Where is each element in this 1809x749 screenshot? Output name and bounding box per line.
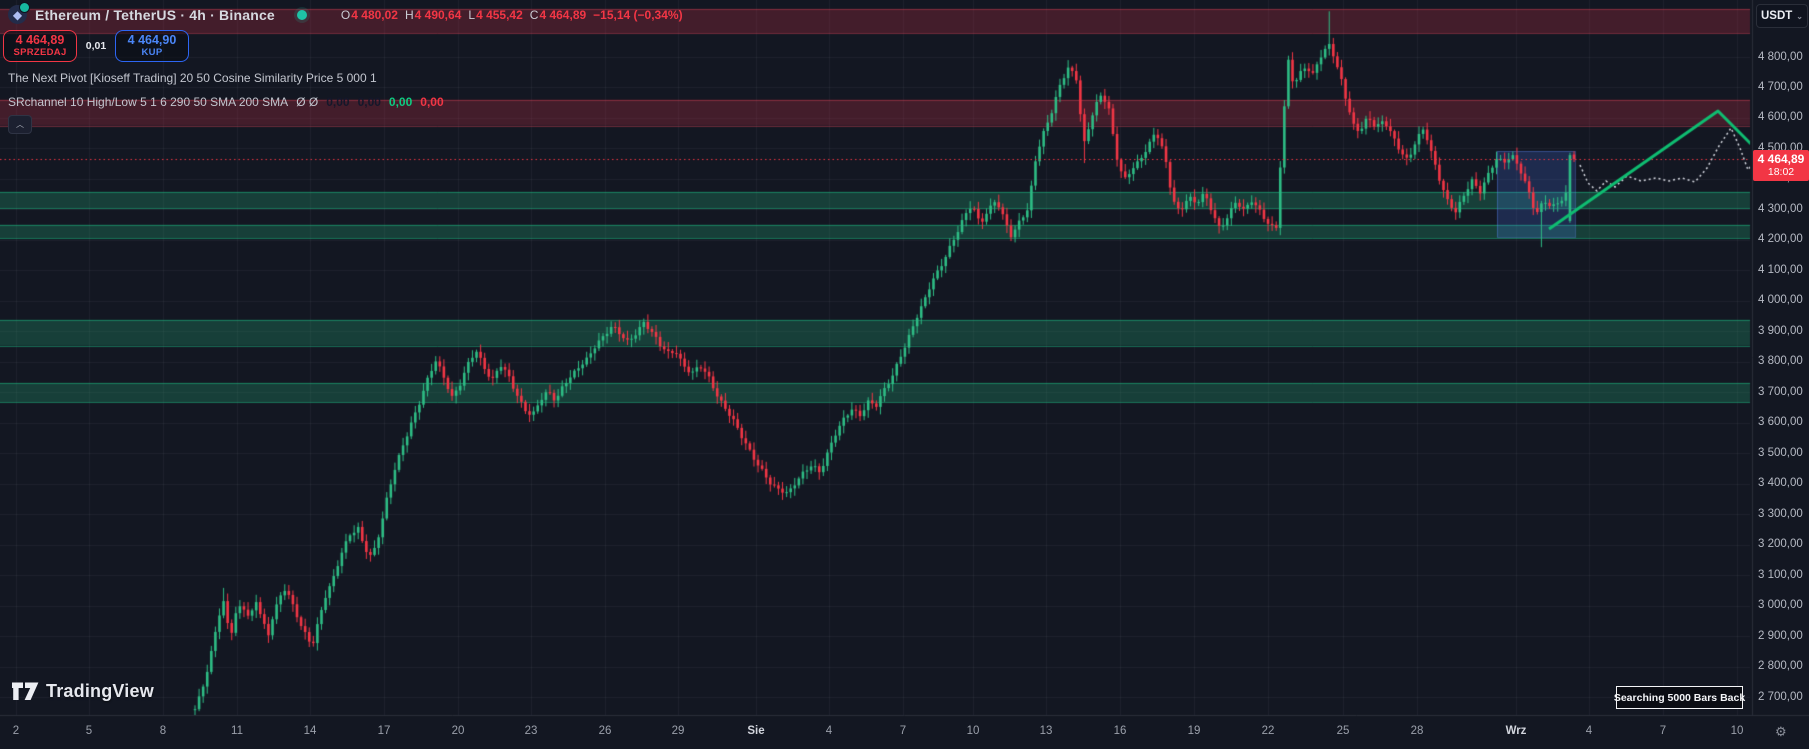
time-tick-label: 2 (12, 725, 20, 737)
price-tick-label: 4 000,00 (1758, 294, 1803, 307)
low-value: 4 455,42 (476, 7, 523, 22)
time-tick-label: 11 (231, 725, 243, 737)
srchannel-value: 0,00 (326, 95, 350, 109)
ohlc-readout: O4 480,02 H4 490,64 L4 455,42 C4 464,89 … (341, 8, 683, 22)
indicator-row-srchannel[interactable]: SRchannel 10 High/Low 5 1 6 290 50 SMA 2… (8, 95, 444, 109)
price-tick-label: 3 300,00 (1758, 507, 1803, 520)
price-tick-label: 4 200,00 (1758, 233, 1803, 246)
current-price-value: 4 464,89 (1757, 151, 1805, 166)
price-tick-label: 3 000,00 (1758, 599, 1803, 612)
indicator-row-next-pivot[interactable]: The Next Pivot [Kioseff Trading] 20 50 C… (8, 71, 377, 85)
change-value: −15,14 (−0,34%) (593, 7, 683, 22)
time-tick-label: 20 (451, 725, 465, 737)
time-tick-label: 4 (825, 725, 833, 737)
open-label: O (340, 7, 351, 22)
srchannel-values: 0,00 0,00 0,00 0,00 (326, 95, 443, 109)
spread-value: 0,01 (85, 40, 107, 52)
time-tick-label: Sie (747, 725, 765, 737)
high-label: H (404, 7, 414, 22)
buy-button[interactable]: 4 464,90 KUP (115, 30, 189, 62)
time-tick-label: 10 (1730, 725, 1744, 737)
low-label: L (468, 7, 476, 22)
price-tick-label: 3 700,00 (1758, 385, 1803, 398)
srchannel-value: 0,00 (420, 95, 444, 109)
buy-price: 4 464,90 (127, 33, 177, 48)
tradingview-logo[interactable]: TradingView (12, 681, 154, 702)
price-tick-label: 3 100,00 (1758, 568, 1803, 581)
buy-label: KUP (141, 46, 163, 58)
ethereum-icon: ◆ (8, 2, 30, 24)
tradingview-glyph-icon (12, 682, 39, 700)
time-tick-label: 29 (671, 725, 685, 737)
time-tick-label: 19 (1187, 725, 1201, 737)
srchannel-glyphs: Ø Ø (296, 95, 319, 109)
chevron-down-icon: ⌄ (1796, 11, 1803, 21)
price-tick-label: 3 600,00 (1758, 416, 1803, 429)
time-tick-label: 8 (159, 725, 167, 737)
price-tick-label: 3 500,00 (1758, 446, 1803, 459)
current-price-flag: 4 464,89 18:02 (1753, 150, 1809, 181)
price-tick-label: 3 200,00 (1758, 538, 1803, 551)
time-tick-label: 23 (524, 725, 538, 737)
exchange-badge-icon (19, 2, 30, 13)
eth-glyph: ◆ (12, 7, 23, 22)
time-tick-label: 14 (303, 725, 317, 737)
price-tick-label: 3 400,00 (1758, 477, 1803, 490)
currency-toggle-button[interactable]: USDT ⌄ (1756, 4, 1808, 28)
time-tick-label: 22 (1261, 725, 1275, 737)
price-tick-label: 3 900,00 (1758, 324, 1803, 337)
price-tick-label: 2 800,00 (1758, 660, 1803, 673)
sell-price: 4 464,89 (15, 33, 65, 48)
price-tick-label: 4 800,00 (1758, 50, 1803, 63)
close-value: 4 464,89 (539, 7, 587, 22)
time-tick-label: 16 (1113, 725, 1127, 737)
price-tick-label: 2 700,00 (1758, 690, 1803, 703)
price-tick-label: 3 800,00 (1758, 355, 1803, 368)
currency-label: USDT (1760, 10, 1793, 22)
price-tick-label: 2 900,00 (1758, 629, 1803, 642)
time-tick-label: 17 (377, 725, 391, 737)
sell-label: SPRZEDAJ (13, 46, 67, 58)
time-tick-label: 5 (85, 725, 93, 737)
open-value: 4 480,02 (351, 7, 398, 22)
collapse-legend-button[interactable]: ︿ (8, 115, 32, 134)
market-status-icon[interactable] (296, 9, 307, 20)
sell-button[interactable]: 4 464,89 SPRZEDAJ (3, 30, 77, 62)
price-tick-label: 4 100,00 (1758, 263, 1803, 276)
time-tick-label: 7 (899, 725, 907, 737)
high-value: 4 490,64 (414, 7, 462, 22)
srchannel-value: 0,00 (388, 95, 413, 109)
symbol-header: ◆ Ethereum / TetherUS · 4h · Binance O4 … (8, 2, 683, 24)
time-tick-label: Wrz (1505, 725, 1527, 737)
time-tick-label: 7 (1659, 725, 1667, 737)
time-tick-label: 25 (1336, 725, 1350, 737)
price-tick-label: 4 600,00 (1758, 111, 1803, 124)
time-tick-label: 13 (1039, 725, 1053, 737)
srchannel-title: SRchannel 10 High/Low 5 1 6 290 50 SMA 2… (8, 95, 289, 109)
price-tick-label: 4 700,00 (1758, 80, 1803, 93)
price-tick-label: 4 300,00 (1758, 202, 1803, 215)
tradingview-wordmark: TradingView (46, 681, 154, 701)
trade-panel: 4 464,89 SPRZEDAJ 0,01 4 464,90 KUP (3, 30, 189, 62)
time-tick-label: 28 (1410, 725, 1424, 737)
gear-icon[interactable]: ⚙ (1775, 724, 1787, 739)
time-tick-label: 4 (1585, 725, 1593, 737)
loading-tooltip: Searching 5000 Bars Back (1614, 686, 1745, 709)
srchannel-value: 0,00 (357, 95, 381, 109)
time-tick-label: 10 (966, 725, 980, 737)
close-label: C (529, 7, 539, 22)
symbol-title[interactable]: Ethereum / TetherUS · 4h · Binance (35, 6, 275, 23)
time-tick-label: 26 (598, 725, 612, 737)
current-price-time: 18:02 (1767, 166, 1795, 179)
